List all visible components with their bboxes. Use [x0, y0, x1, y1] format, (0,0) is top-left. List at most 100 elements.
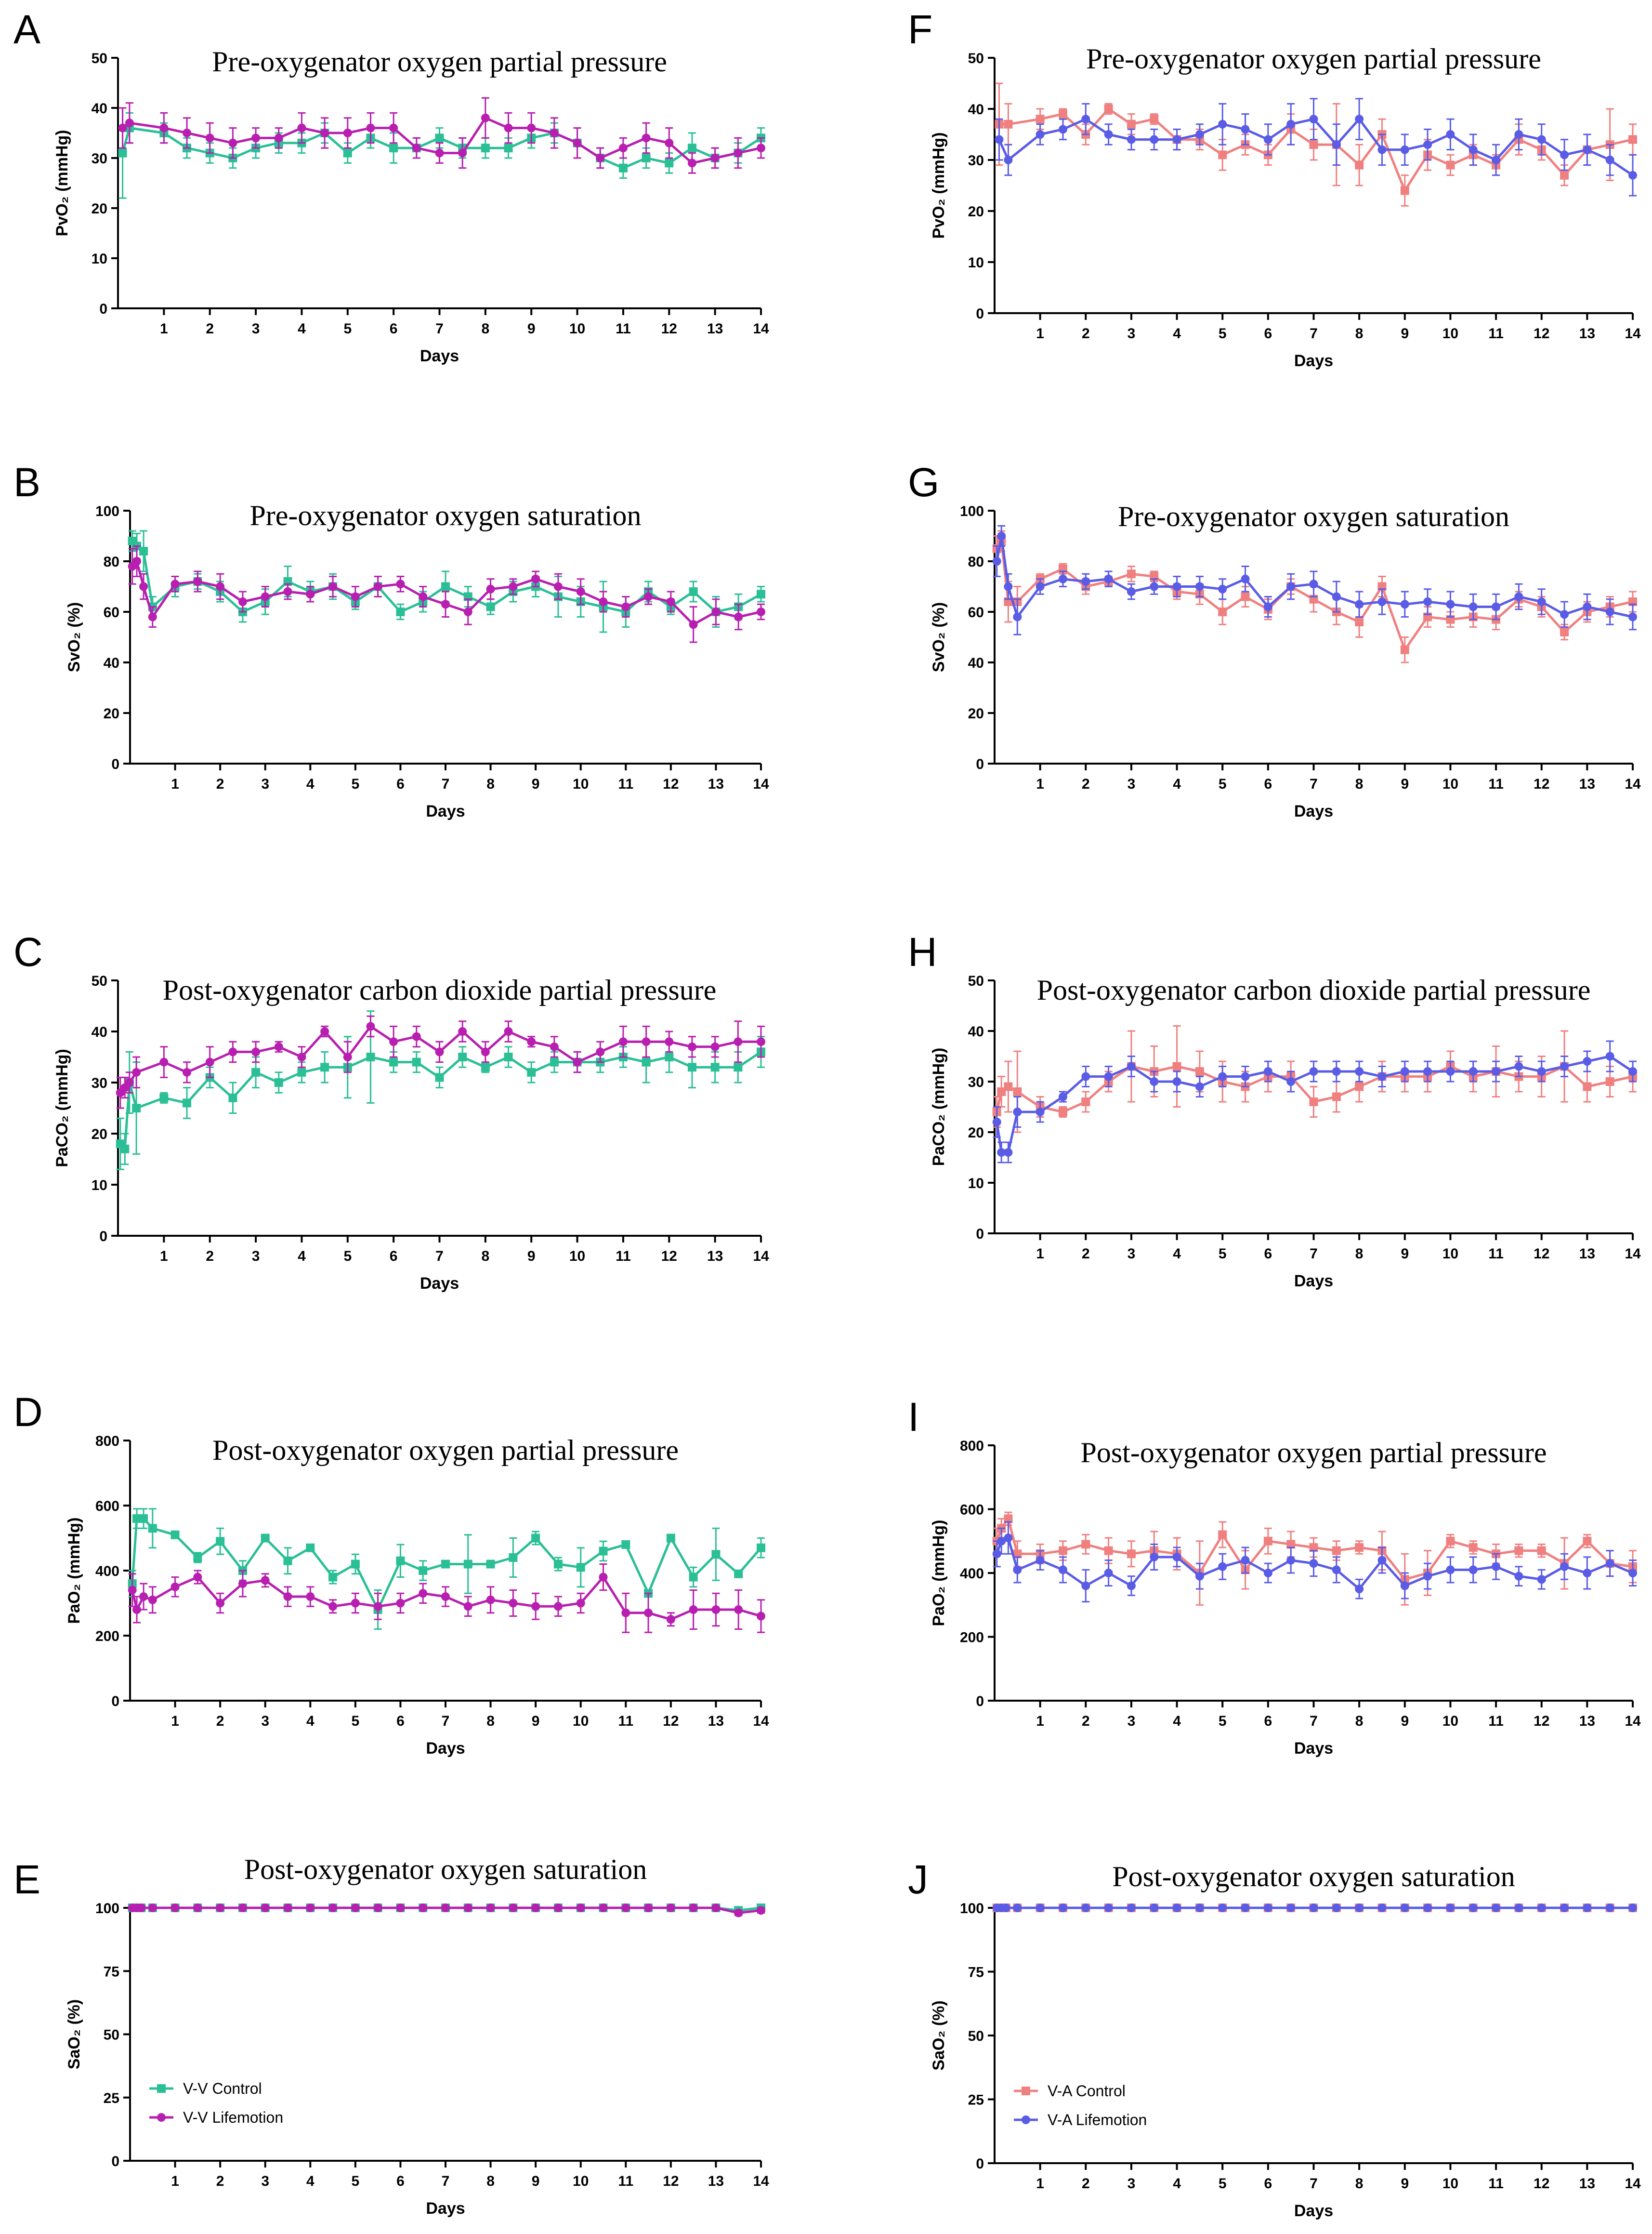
y-tick-label: 0 [976, 1226, 984, 1242]
x-tick-label: 4 [1173, 776, 1181, 792]
data-point [193, 577, 202, 586]
panel-i: I Post-oxygenator oxygen partial pressure… [908, 1394, 1641, 1758]
data-point [1309, 1067, 1318, 1076]
series-v-v-control [128, 1508, 765, 1630]
data-point [1400, 145, 1409, 154]
x-tick-label: 14 [1625, 1246, 1641, 1262]
data-point [1560, 1562, 1569, 1571]
data-point [504, 1053, 513, 1061]
y-tick-label: 50 [92, 51, 107, 66]
data-point [997, 1536, 1006, 1546]
x-tick-label: 12 [1534, 2176, 1549, 2192]
data-point [1172, 1077, 1181, 1086]
data-point [389, 1037, 398, 1046]
series-v-v-lifemotion [128, 1904, 765, 1917]
data-point [441, 1592, 450, 1601]
panel-j: J Post-oxygenator oxygen saturation025507… [908, 1857, 1641, 2220]
y-tick-label: 60 [104, 605, 119, 621]
panel-d: D Post-oxygenator oxygen partial pressure… [13, 1389, 769, 1758]
data-point [343, 129, 352, 137]
data-point [412, 1058, 421, 1067]
y-tick-label: 0 [976, 2156, 984, 2172]
data-point [1514, 1904, 1523, 1912]
data-point [125, 1078, 134, 1087]
x-tick-label: 10 [569, 321, 585, 337]
data-point [642, 133, 651, 143]
data-point [396, 580, 405, 589]
y-tick-label: 20 [104, 706, 119, 722]
x-tick-label: 6 [1264, 776, 1272, 792]
data-point [1492, 1562, 1501, 1571]
x-tick-label: 12 [1534, 776, 1549, 792]
x-tick-label: 1 [171, 2173, 179, 2189]
legend-swatch-marker [1022, 2115, 1030, 2124]
data-point [1058, 1092, 1067, 1101]
x-tick-label: 5 [352, 776, 360, 792]
panel-letter: G [908, 460, 939, 505]
data-point [1446, 1565, 1455, 1574]
data-point [1241, 1904, 1250, 1912]
data-point [139, 1592, 148, 1601]
data-point [1468, 1565, 1478, 1574]
data-point [1560, 1904, 1569, 1912]
data-point [1172, 582, 1181, 591]
data-point [711, 1550, 721, 1559]
data-point [687, 144, 696, 153]
data-point [238, 1904, 247, 1912]
y-tick-label: 30 [92, 151, 107, 167]
data-point [1081, 1540, 1090, 1549]
data-point [1332, 1546, 1341, 1555]
data-point [599, 1547, 608, 1556]
y-axis-label: PvO₂ (mmHg) [53, 130, 71, 236]
data-point [1605, 1077, 1614, 1086]
x-tick-label: 4 [306, 1713, 315, 1729]
y-axis-label: PaO₂ (mmHg) [930, 1520, 948, 1626]
x-tick-label: 7 [442, 776, 450, 792]
data-point [1104, 130, 1113, 139]
data-point [665, 138, 674, 147]
data-point [1400, 645, 1409, 654]
data-point [1104, 105, 1113, 113]
data-point [1400, 1067, 1409, 1076]
data-point [527, 1068, 536, 1077]
data-point [1036, 1108, 1045, 1116]
data-point [711, 608, 721, 616]
x-tick-label: 13 [1579, 1246, 1595, 1262]
y-tick-label: 75 [968, 1965, 984, 1981]
data-point [1036, 115, 1045, 124]
data-point [193, 1573, 202, 1582]
data-point [711, 1605, 721, 1614]
data-point [419, 1589, 428, 1598]
data-point [1081, 577, 1090, 586]
data-point [183, 129, 192, 137]
x-tick-label: 3 [252, 321, 260, 337]
x-tick-label: 3 [261, 776, 269, 792]
series-v-a-lifemotion [995, 98, 1637, 197]
data-point [228, 138, 237, 147]
data-point [389, 123, 398, 132]
data-point [1583, 1057, 1592, 1066]
y-tick-label: 80 [968, 554, 984, 570]
data-point [1309, 1559, 1318, 1568]
data-point [1332, 1092, 1341, 1101]
data-point [1081, 1904, 1090, 1912]
data-point [644, 592, 653, 601]
data-point [1081, 1072, 1090, 1081]
legend-swatch-marker [1022, 2087, 1030, 2095]
x-tick-label: 7 [442, 1713, 450, 1729]
series-v-a-control [995, 82, 1637, 207]
data-point [734, 1908, 743, 1917]
x-tick-label: 7 [1310, 776, 1318, 792]
x-tick-label: 2 [206, 1248, 214, 1264]
data-point [170, 1582, 180, 1591]
data-point [328, 1602, 338, 1611]
data-point [1628, 171, 1637, 180]
data-point [1218, 119, 1227, 129]
y-tick-label: 20 [92, 1126, 107, 1142]
data-point [509, 582, 518, 591]
data-point [710, 1042, 720, 1051]
data-point [596, 1047, 605, 1057]
x-tick-label: 11 [618, 1713, 633, 1729]
x-tick-label: 8 [486, 776, 495, 792]
